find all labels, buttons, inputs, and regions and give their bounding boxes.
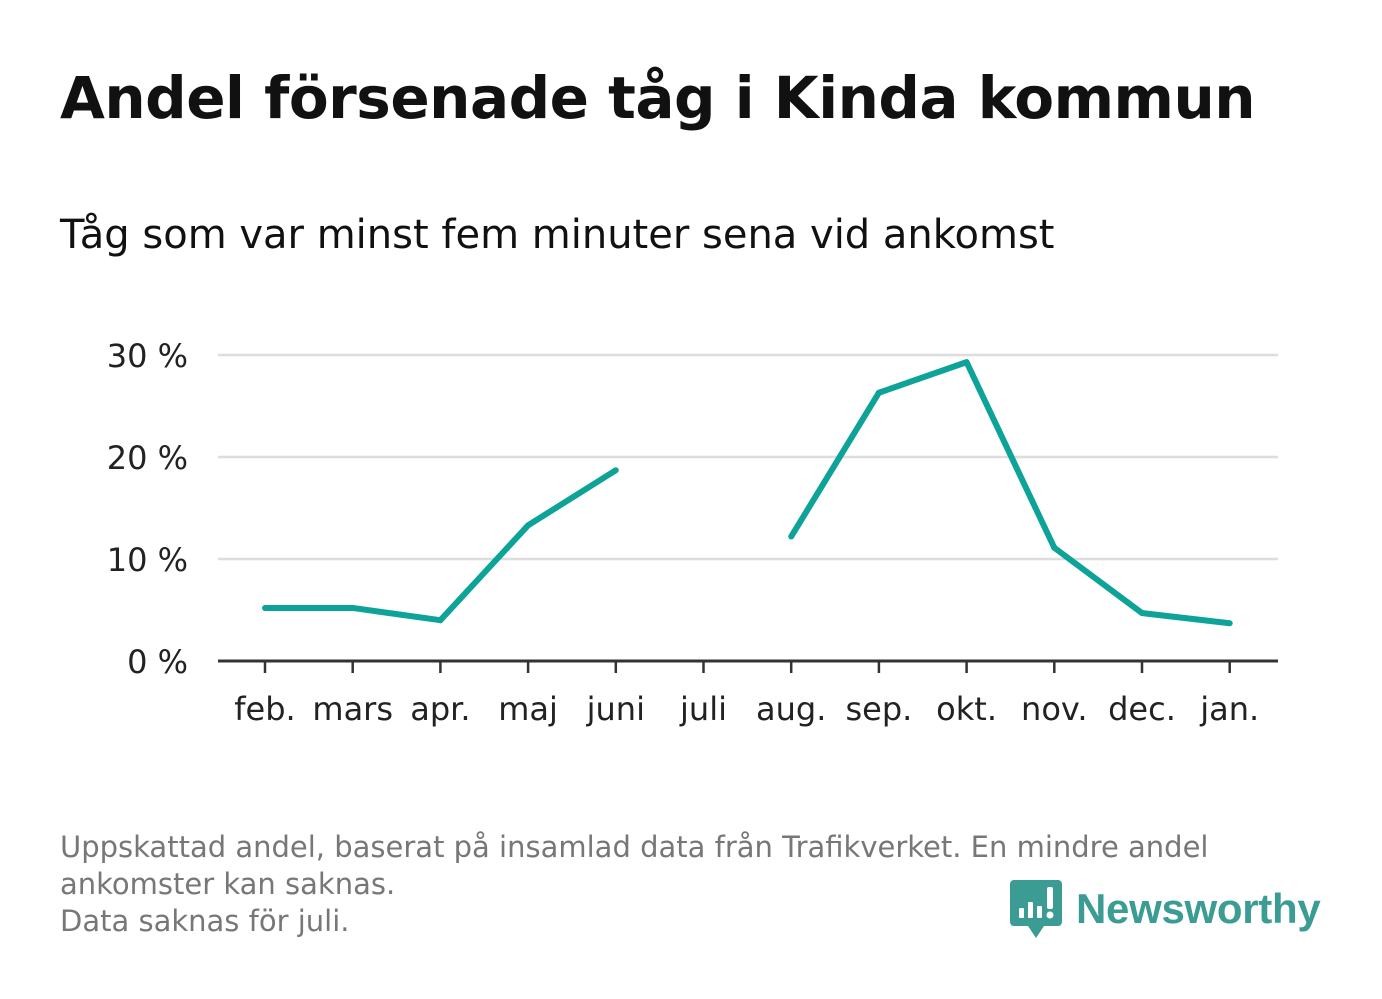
x-tick-label: feb.	[234, 690, 295, 728]
gridlines	[218, 353, 1278, 561]
footnote-line-3: Data saknas för juli.	[60, 904, 350, 938]
x-tick-label: sep.	[845, 690, 912, 728]
y-tick-label: 20 %	[107, 439, 188, 477]
y-tick-label: 10 %	[107, 541, 188, 579]
data-point	[875, 389, 882, 396]
x-axis-tick-labels: feb. mars apr. maj juni juli aug. sep. okt. nov. d…	[234, 690, 1259, 728]
x-tick-label: maj	[498, 690, 558, 728]
series-lines	[262, 359, 1233, 627]
x-tick-label: aug.	[756, 690, 826, 728]
x-tick-label: okt.	[936, 690, 997, 728]
x-tick-label: juli	[679, 690, 727, 728]
newsworthy-icon	[1010, 880, 1062, 938]
footnote-line-1: Uppskattad andel, baserat på insamlad da…	[60, 830, 1209, 864]
x-tick-label: apr.	[410, 690, 470, 728]
y-tick-label: 30 %	[107, 337, 188, 375]
data-point	[788, 533, 795, 540]
footnote-line-2: ankomster kan saknas.	[60, 867, 396, 901]
data-point	[349, 604, 356, 611]
data-point	[963, 359, 970, 366]
x-tick-label: mars	[312, 690, 393, 728]
data-point	[262, 604, 268, 611]
x-tick-label: dec.	[1108, 690, 1176, 728]
newsworthy-logo[interactable]: Newsworthy	[1010, 878, 1321, 940]
data-point	[612, 467, 619, 474]
x-axis	[218, 659, 1278, 673]
x-tick-label: jan.	[1199, 690, 1259, 728]
data-point	[437, 617, 444, 624]
series-line-segment	[788, 359, 1231, 627]
data-point	[1226, 620, 1233, 627]
x-tick-label: juni	[586, 690, 645, 728]
chart-subtitle: Tåg som var minst fem minuter sena vid a…	[60, 212, 1055, 258]
footnote: Uppskattad andel, baserat på insamlad da…	[60, 829, 1320, 940]
chart-title: Andel försenade tåg i Kinda kommun	[60, 64, 1256, 132]
x-tick-label: nov.	[1021, 690, 1087, 728]
data-point	[1139, 610, 1145, 617]
brand-name: Newsworthy	[1076, 885, 1321, 932]
series-line-segment	[265, 467, 618, 624]
data-point	[525, 522, 532, 529]
y-tick-label: 0 %	[127, 643, 188, 681]
y-axis-tick-labels: 0 % 10 % 20 % 30 %	[107, 337, 188, 681]
data-point	[1051, 544, 1058, 551]
